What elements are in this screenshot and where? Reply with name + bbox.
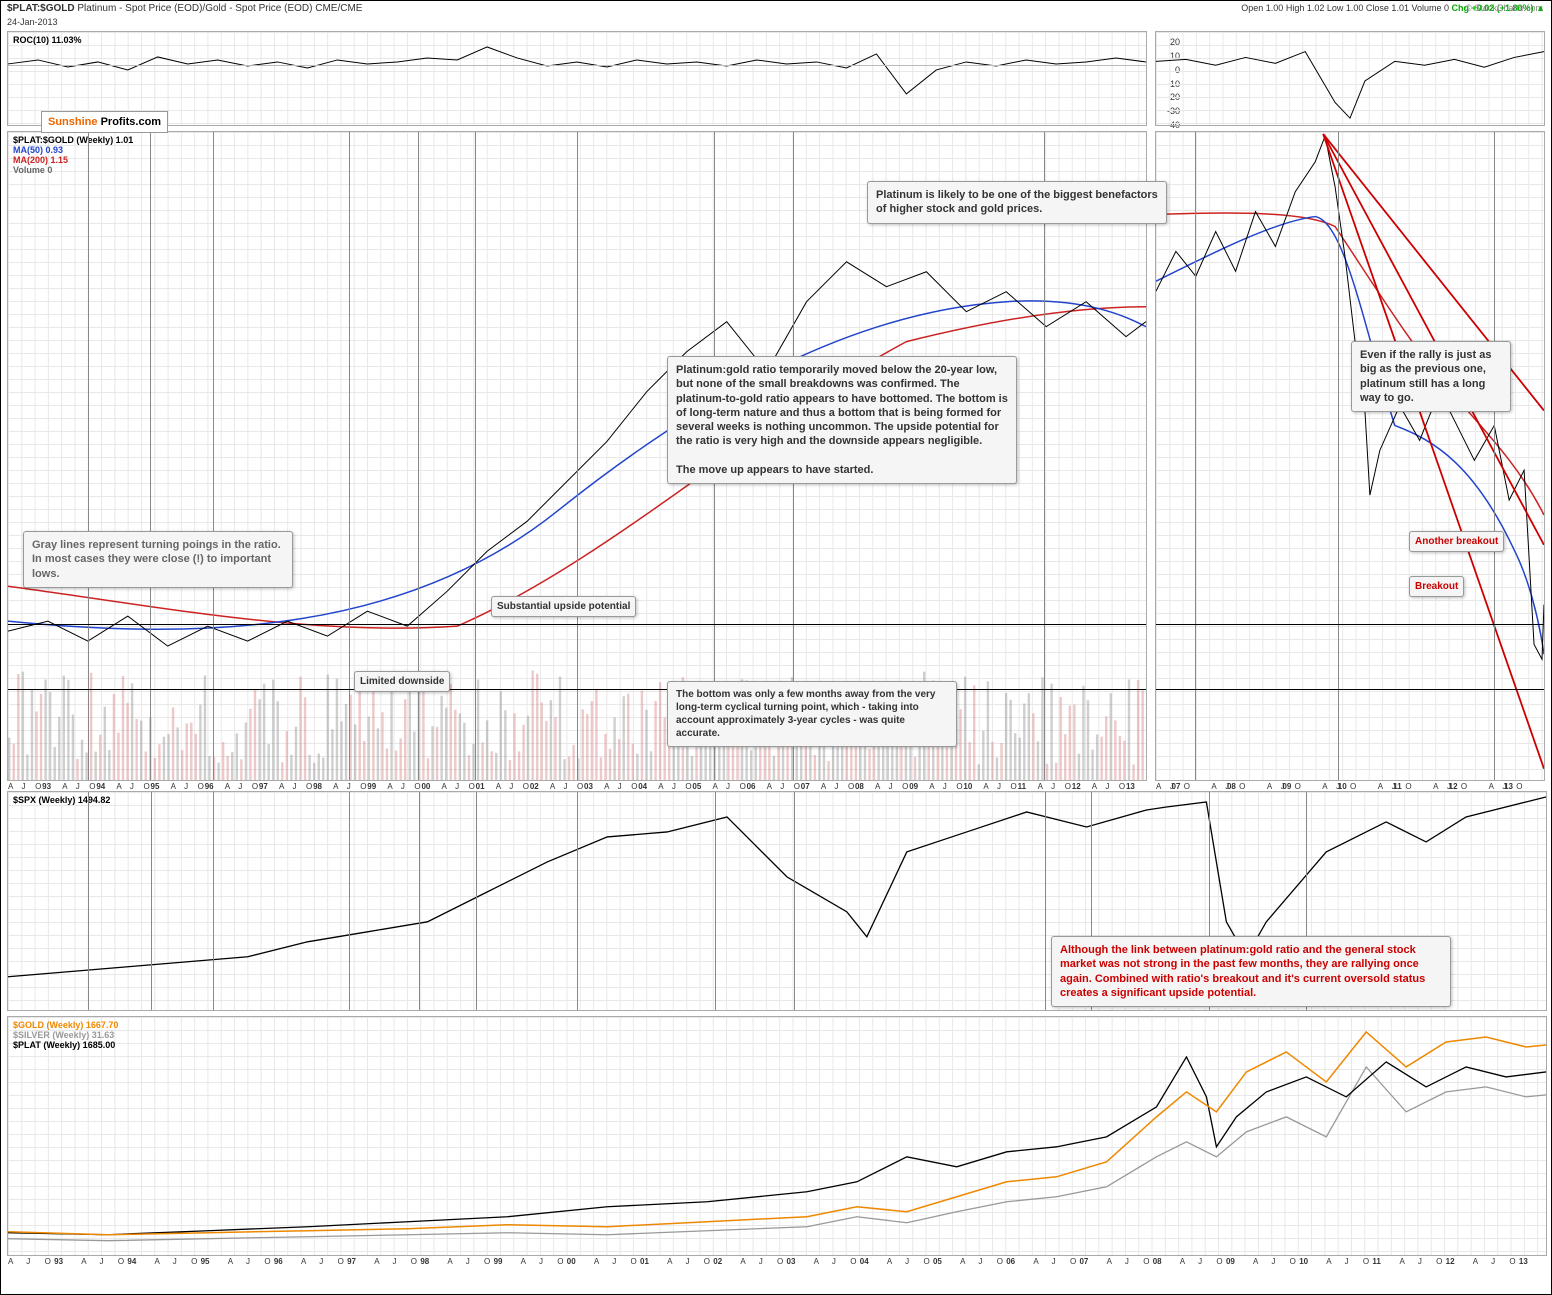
main-panel-right: 2.452.402.352.302.252.202.152.102.052.00… <box>1155 131 1545 781</box>
hline-1 <box>8 624 1146 625</box>
sunshine-logo: Sunshine Profits.com <box>41 111 168 133</box>
ohlc-low: Low 1.00 <box>1327 3 1364 13</box>
logo-sunshine: Sunshine <box>48 116 98 128</box>
hline-2 <box>8 689 1146 690</box>
ratio20yr-annotation: Platinum:gold ratio temporarily moved be… <box>667 356 1017 484</box>
metals-panel: $GOLD (Weekly) 1667.70 $SILVER (Weekly) … <box>7 1016 1547 1256</box>
hline-1r <box>1156 624 1544 625</box>
roc-panel: ROC(10) 11.03% 20100-10-20-30-40 <box>7 31 1147 126</box>
ohlc-volume: Volume 0 <box>1411 3 1449 13</box>
symbol-title: $PLAT:$GOLD <box>7 3 75 14</box>
attribution: © StockCharts.com <box>1465 3 1543 13</box>
ohlc-close: Close 1.01 <box>1366 3 1409 13</box>
roc-line <box>8 32 1146 127</box>
spx-y-axis: 1500140013001200110010009008007006005004… <box>1548 792 1552 1010</box>
logo-profits: Profits.com <box>98 116 162 128</box>
chart-header: $PLAT:$GOLD Platinum - Spot Price (EOD)/… <box>7 3 1545 19</box>
even-if-annotation: Even if the rally is just as big as the … <box>1351 341 1511 412</box>
roc-y-axis-right: 20100-10-20-30-40 <box>1546 32 1552 125</box>
symbol-desc: Platinum - Spot Price (EOD)/Gold - Spot … <box>77 3 362 14</box>
substantial-annotation: Substantial upside potential <box>491 596 636 617</box>
although-annotation: Although the link between platinum:gold … <box>1051 936 1451 1007</box>
limited-annotation: Limited downside <box>354 671 450 692</box>
main-price-lines-right <box>1156 132 1544 779</box>
breakout-annotation: Breakout <box>1409 576 1464 597</box>
main-y-axis-left: 0.400.350.300.250.200.150.100.05 <box>0 132 6 780</box>
chart-date: 24-Jan-2013 <box>7 17 58 27</box>
ohlc-open: Open 1.00 <box>1241 3 1283 13</box>
gray-lines-annotation: Gray lines represent turning poings in t… <box>23 531 293 588</box>
main-y-axis-right: 2.452.402.352.302.252.202.152.102.052.00… <box>1546 132 1552 780</box>
chart-container: $PLAT:$GOLD Platinum - Spot Price (EOD)/… <box>0 0 1552 1295</box>
roc-zero-line <box>8 65 1146 66</box>
ohlc-high: High 1.02 <box>1286 3 1325 13</box>
hline-2r <box>1156 689 1544 690</box>
roc-panel-right: 20100-10-20-30-40 <box>1155 31 1545 126</box>
another-breakout-annotation: Another breakout <box>1409 531 1504 552</box>
biggest-annotation: Platinum is likely to be one of the bigg… <box>867 181 1167 224</box>
metals-lines <box>8 1017 1546 1257</box>
bottom-x-axis: AJO93AJO94AJO95AJO96AJO97AJO98AJO99AJO00… <box>8 1257 1546 1273</box>
bottom-months-annotation: The bottom was only a few months away fr… <box>667 681 957 747</box>
roc-line-right <box>1156 32 1544 125</box>
gold-y-axis: 18001600140012001000800600400 <box>1548 1017 1552 1255</box>
